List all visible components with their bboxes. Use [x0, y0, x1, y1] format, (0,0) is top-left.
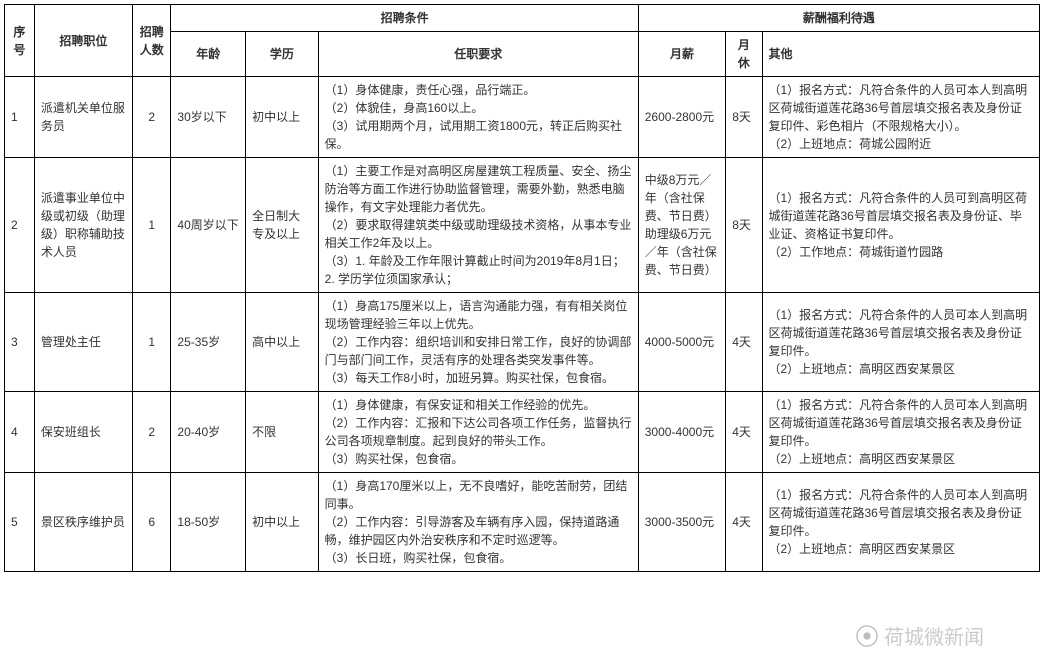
cell-seq: 3 — [5, 293, 35, 392]
table-row: 3管理处主任125-35岁高中以上（1）身高175厘米以上，语言沟通能力强，有有… — [5, 293, 1040, 392]
cell-seq: 1 — [5, 77, 35, 158]
cell-position: 管理处主任 — [34, 293, 132, 392]
cell-count: 6 — [133, 473, 171, 572]
cell-rest: 8天 — [726, 158, 762, 293]
header-requirements: 任职要求 — [318, 32, 638, 77]
cell-salary: 2600-2800元 — [638, 77, 725, 158]
cell-seq: 2 — [5, 158, 35, 293]
header-monthly-salary: 月薪 — [638, 32, 725, 77]
cell-education: 全日制大专及以上 — [246, 158, 319, 293]
header-position: 招聘职位 — [34, 5, 132, 77]
cell-requirements: （1）身体健康，有保安证和相关工作经验的优先。 （2）工作内容：汇报和下达公司各… — [318, 392, 638, 473]
cell-education: 初中以上 — [246, 473, 319, 572]
cell-position: 保安班组长 — [34, 392, 132, 473]
cell-requirements: （1）身体健康，责任心强，品行端正。 （2）体貌佳，身高160以上。 （3）试用… — [318, 77, 638, 158]
header-count: 招聘人数 — [133, 5, 171, 77]
cell-age: 30岁以下 — [171, 77, 246, 158]
cell-other: （1）报名方式：凡符合条件的人员可本人到高明区荷城街道莲花路36号首层填交报名表… — [762, 392, 1040, 473]
table-body: 1派遣机关单位服务员230岁以下初中以上（1）身体健康，责任心强，品行端正。 （… — [5, 77, 1040, 572]
cell-age: 40周岁以下 — [171, 158, 246, 293]
cell-age: 20-40岁 — [171, 392, 246, 473]
table-row: 4保安班组长220-40岁不限（1）身体健康，有保安证和相关工作经验的优先。 （… — [5, 392, 1040, 473]
table-row: 5景区秩序维护员618-50岁初中以上（1）身高170厘米以上，无不良嗜好，能吃… — [5, 473, 1040, 572]
cell-rest: 4天 — [726, 392, 762, 473]
cell-salary: 3000-3500元 — [638, 473, 725, 572]
cell-position: 派遣机关单位服务员 — [34, 77, 132, 158]
table-header: 序号 招聘职位 招聘人数 招聘条件 薪酬福利待遇 年龄 学历 任职要求 月薪 月… — [5, 5, 1040, 77]
cell-count: 2 — [133, 392, 171, 473]
cell-requirements: （1）身高175厘米以上，语言沟通能力强，有有相关岗位现场管理经验三年以上优先。… — [318, 293, 638, 392]
cell-age: 25-35岁 — [171, 293, 246, 392]
watermark: 荷城微新闻 — [856, 621, 984, 650]
cell-count: 1 — [133, 158, 171, 293]
cell-requirements: （1）身高170厘米以上，无不良嗜好，能吃苦耐劳，团结同事。 （2）工作内容：引… — [318, 473, 638, 572]
header-age: 年龄 — [171, 32, 246, 77]
cell-age: 18-50岁 — [171, 473, 246, 572]
table-row: 2派遣事业单位中级或初级（助理级）职称辅助技术人员140周岁以下全日制大专及以上… — [5, 158, 1040, 293]
cell-other: （1）报名方式：凡符合条件的人员可本人到高明区荷城街道莲花路36号首层填交报名表… — [762, 77, 1040, 158]
cell-education: 初中以上 — [246, 77, 319, 158]
table-row: 1派遣机关单位服务员230岁以下初中以上（1）身体健康，责任心强，品行端正。 （… — [5, 77, 1040, 158]
header-conditions: 招聘条件 — [171, 5, 638, 32]
cell-rest: 4天 — [726, 473, 762, 572]
cell-salary: 中级8万元／年（含社保费、节日费） 助理级6万元／年（含社保费、节日费） — [638, 158, 725, 293]
cell-education: 高中以上 — [246, 293, 319, 392]
cell-rest: 8天 — [726, 77, 762, 158]
recruitment-table: 序号 招聘职位 招聘人数 招聘条件 薪酬福利待遇 年龄 学历 任职要求 月薪 月… — [4, 4, 1040, 572]
cell-seq: 4 — [5, 392, 35, 473]
cell-other: （1）报名方式：凡符合条件的人员可本人到高明区荷城街道莲花路36号首层填交报名表… — [762, 293, 1040, 392]
cell-education: 不限 — [246, 392, 319, 473]
cell-seq: 5 — [5, 473, 35, 572]
cell-position: 景区秩序维护员 — [34, 473, 132, 572]
cell-other: （1）报名方式：凡符合条件的人员可到高明区荷城街道莲花路36号首层填交报名表及身… — [762, 158, 1040, 293]
cell-requirements: （1）主要工作是对高明区房屋建筑工程质量、安全、扬尘防治等方面工作进行协助监督管… — [318, 158, 638, 293]
cell-salary: 3000-4000元 — [638, 392, 725, 473]
header-seq: 序号 — [5, 5, 35, 77]
cell-salary: 4000-5000元 — [638, 293, 725, 392]
header-other: 其他 — [762, 32, 1040, 77]
cell-count: 2 — [133, 77, 171, 158]
header-education: 学历 — [246, 32, 319, 77]
cell-rest: 4天 — [726, 293, 762, 392]
header-salary-benefits: 薪酬福利待遇 — [638, 5, 1039, 32]
cell-other: （1）报名方式：凡符合条件的人员可本人到高明区荷城街道莲花路36号首层填交报名表… — [762, 473, 1040, 572]
watermark-text: 荷城微新闻 — [884, 621, 984, 650]
cell-position: 派遣事业单位中级或初级（助理级）职称辅助技术人员 — [34, 158, 132, 293]
header-monthly-rest: 月休 — [726, 32, 762, 77]
cell-count: 1 — [133, 293, 171, 392]
